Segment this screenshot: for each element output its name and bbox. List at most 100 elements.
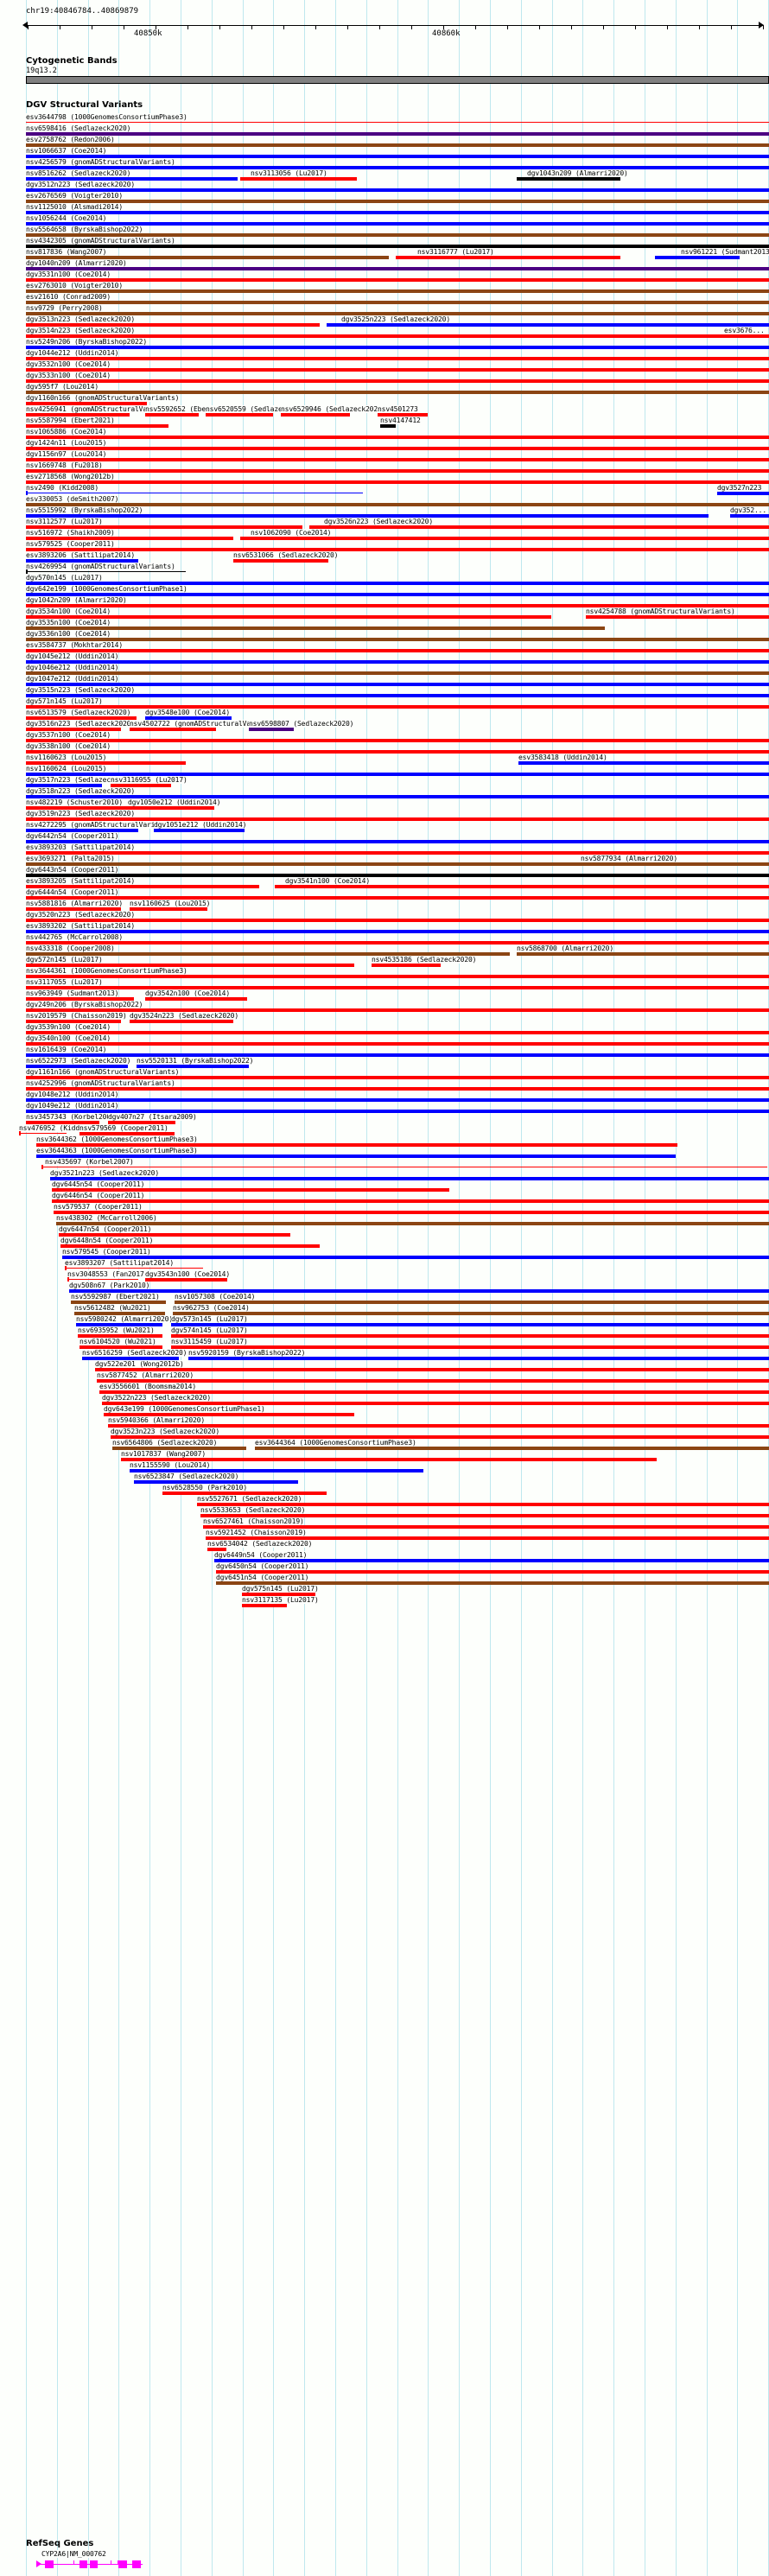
variant-bar[interactable] bbox=[137, 1065, 249, 1068]
variant-bar[interactable] bbox=[216, 1570, 769, 1574]
variant-bar[interactable] bbox=[111, 1435, 769, 1439]
variant-bar[interactable] bbox=[79, 1345, 162, 1349]
variant-bar[interactable] bbox=[581, 862, 769, 866]
variant-bar[interactable] bbox=[26, 716, 137, 720]
variant-bar[interactable] bbox=[309, 525, 769, 529]
variant-bar[interactable] bbox=[26, 1008, 769, 1012]
variant-bar[interactable] bbox=[281, 413, 350, 417]
variant-bar[interactable] bbox=[26, 132, 769, 136]
variant-bar[interactable] bbox=[255, 1447, 769, 1450]
variant-bar[interactable] bbox=[206, 1536, 769, 1540]
variant-bar[interactable] bbox=[207, 1548, 226, 1551]
variant-bar[interactable] bbox=[62, 1256, 769, 1259]
variant-bar[interactable] bbox=[724, 334, 769, 338]
variant-bar[interactable] bbox=[26, 728, 121, 731]
variant-bar[interactable] bbox=[36, 1143, 677, 1147]
variant-bar[interactable] bbox=[95, 1368, 769, 1371]
variant-bar[interactable] bbox=[275, 885, 769, 888]
variant-bar[interactable] bbox=[206, 413, 273, 417]
variant-bar[interactable] bbox=[79, 1132, 175, 1135]
variant-bar[interactable] bbox=[26, 1042, 769, 1046]
variant-bar[interactable] bbox=[36, 1154, 676, 1158]
variant-bar[interactable] bbox=[76, 1323, 162, 1326]
variant-bar[interactable] bbox=[26, 323, 320, 327]
variant-bar[interactable] bbox=[517, 177, 620, 181]
variant-bar[interactable] bbox=[26, 143, 769, 147]
variant-bar[interactable] bbox=[26, 907, 121, 911]
variant-bar[interactable] bbox=[26, 604, 769, 607]
variant-bar[interactable] bbox=[26, 391, 769, 394]
variant-bar[interactable] bbox=[69, 1289, 769, 1293]
variant-bar[interactable] bbox=[128, 806, 214, 810]
variant-bar[interactable] bbox=[26, 964, 354, 967]
variant-bar[interactable] bbox=[372, 964, 441, 967]
variant-bar[interactable] bbox=[26, 402, 147, 405]
variant-bar[interactable] bbox=[26, 447, 769, 450]
variant-bar[interactable] bbox=[67, 1279, 138, 1280]
variant-bar[interactable] bbox=[380, 424, 396, 428]
exon[interactable] bbox=[132, 2560, 141, 2568]
variant-bar[interactable] bbox=[26, 458, 769, 461]
variant-bar[interactable] bbox=[121, 1458, 657, 1461]
variant-bar[interactable] bbox=[26, 166, 769, 169]
variant-bar[interactable] bbox=[26, 1087, 769, 1091]
variant-bar[interactable] bbox=[26, 840, 769, 843]
variant-bar[interactable] bbox=[26, 919, 769, 922]
variant-bar[interactable] bbox=[173, 1312, 769, 1315]
variant-bar[interactable] bbox=[60, 1244, 320, 1248]
variant-bar[interactable] bbox=[74, 1312, 165, 1315]
variant-bar[interactable] bbox=[54, 1211, 769, 1214]
variant-bar[interactable] bbox=[26, 638, 769, 641]
variant-bar[interactable] bbox=[65, 1268, 203, 1269]
variant-bar[interactable] bbox=[52, 1188, 449, 1192]
variant-bar[interactable] bbox=[200, 1514, 769, 1517]
variant-bar[interactable] bbox=[26, 379, 769, 383]
variant-bar[interactable] bbox=[26, 582, 769, 585]
variant-bar[interactable] bbox=[233, 559, 328, 563]
variant-bar[interactable] bbox=[26, 222, 769, 226]
variant-bar[interactable] bbox=[26, 514, 709, 518]
variant-bar[interactable] bbox=[26, 851, 769, 855]
variant-bar[interactable] bbox=[82, 1357, 179, 1360]
variant-bar[interactable] bbox=[97, 1379, 769, 1383]
variant-bar[interactable] bbox=[26, 806, 128, 810]
variant-bar[interactable] bbox=[26, 278, 769, 282]
variant-bar[interactable] bbox=[26, 694, 769, 697]
variant-bar[interactable] bbox=[26, 301, 769, 304]
variant-bar[interactable] bbox=[26, 357, 769, 360]
variant-bar[interactable] bbox=[242, 1593, 315, 1596]
variant-bar[interactable] bbox=[26, 1020, 121, 1023]
variant-bar[interactable] bbox=[517, 952, 769, 956]
variant-bar[interactable] bbox=[26, 289, 769, 293]
variant-bar[interactable] bbox=[26, 480, 769, 484]
variant-bar[interactable] bbox=[50, 1177, 769, 1180]
variant-bar[interactable] bbox=[26, 559, 138, 563]
variant-bar[interactable] bbox=[26, 761, 186, 765]
variant-bar[interactable] bbox=[26, 862, 769, 866]
exon[interactable] bbox=[90, 2560, 98, 2568]
variant-bar[interactable] bbox=[586, 615, 769, 619]
variant-bar[interactable] bbox=[108, 1424, 769, 1428]
variant-bar[interactable] bbox=[26, 312, 769, 315]
variant-bar[interactable] bbox=[111, 784, 171, 787]
variant-bar[interactable] bbox=[26, 952, 510, 956]
variant-bar[interactable] bbox=[26, 548, 769, 551]
exon[interactable] bbox=[45, 2560, 54, 2568]
variant-bar[interactable] bbox=[26, 705, 769, 709]
variant-bar[interactable] bbox=[112, 1447, 246, 1450]
variant-bar[interactable] bbox=[26, 1053, 769, 1057]
variant-bar[interactable] bbox=[26, 346, 769, 349]
variant-bar[interactable] bbox=[26, 683, 769, 686]
variant-bar[interactable] bbox=[130, 1469, 423, 1472]
variant-bar[interactable] bbox=[130, 907, 207, 911]
variant-bar[interactable] bbox=[104, 1413, 354, 1416]
variant-bar[interactable] bbox=[396, 256, 620, 259]
variant-bar[interactable] bbox=[26, 503, 769, 506]
variant-bar[interactable] bbox=[26, 773, 769, 776]
variant-bar[interactable] bbox=[214, 1559, 769, 1562]
variant-bar[interactable] bbox=[26, 784, 102, 787]
variant-bar[interactable] bbox=[26, 1121, 99, 1124]
variant-bar[interactable] bbox=[26, 233, 769, 237]
variant-bar[interactable] bbox=[130, 1020, 233, 1023]
variant-bar[interactable] bbox=[655, 256, 740, 259]
